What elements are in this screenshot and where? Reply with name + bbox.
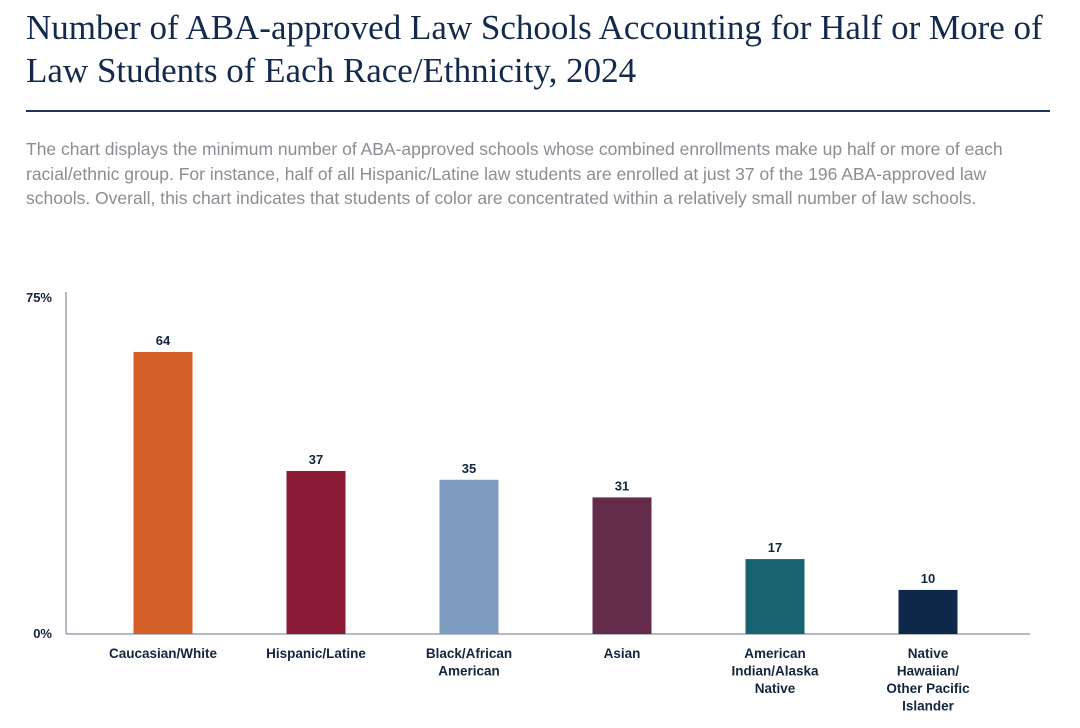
category-label: Black/African xyxy=(426,646,512,661)
bar xyxy=(133,352,193,634)
bar-value-label: 64 xyxy=(156,333,171,348)
labels-group: 64 Caucasian/White 37 Hispanic/Latine 35 Blac… xyxy=(109,333,970,714)
category-label: Asian xyxy=(604,646,641,661)
y-tick-label: 75% xyxy=(26,290,52,305)
category-label: Native xyxy=(755,681,796,696)
bar xyxy=(439,479,499,634)
category-label: Other Pacific xyxy=(886,681,970,696)
category-label: American xyxy=(744,646,806,661)
bar-value-label: 37 xyxy=(309,452,323,467)
y-tick-label: 0% xyxy=(33,626,52,641)
category-label: Islander xyxy=(902,699,955,714)
bar-value-label: 10 xyxy=(921,571,935,586)
category-label: Native xyxy=(908,646,949,661)
bar xyxy=(592,497,652,634)
title-divider xyxy=(26,110,1050,112)
category-label: Caucasian/White xyxy=(109,646,218,661)
category-label: Hispanic/Latine xyxy=(266,646,366,661)
category-label: American xyxy=(438,664,500,679)
bar-value-label: 17 xyxy=(768,540,782,555)
bar-value-label: 31 xyxy=(615,478,629,493)
bars-group xyxy=(133,352,958,634)
category-label: Indian/Alaska xyxy=(731,664,819,679)
bar xyxy=(745,559,805,634)
chart-description: The chart displays the minimum number of… xyxy=(26,139,1003,208)
bar-value-label: 35 xyxy=(462,461,476,476)
bar xyxy=(286,470,346,634)
bar xyxy=(898,589,958,634)
chart-axes: 0% 75% xyxy=(26,290,1030,641)
chart-title: Number of ABA-approved Law Schools Accou… xyxy=(26,8,1043,90)
category-label: Hawaiian/ xyxy=(897,664,960,679)
